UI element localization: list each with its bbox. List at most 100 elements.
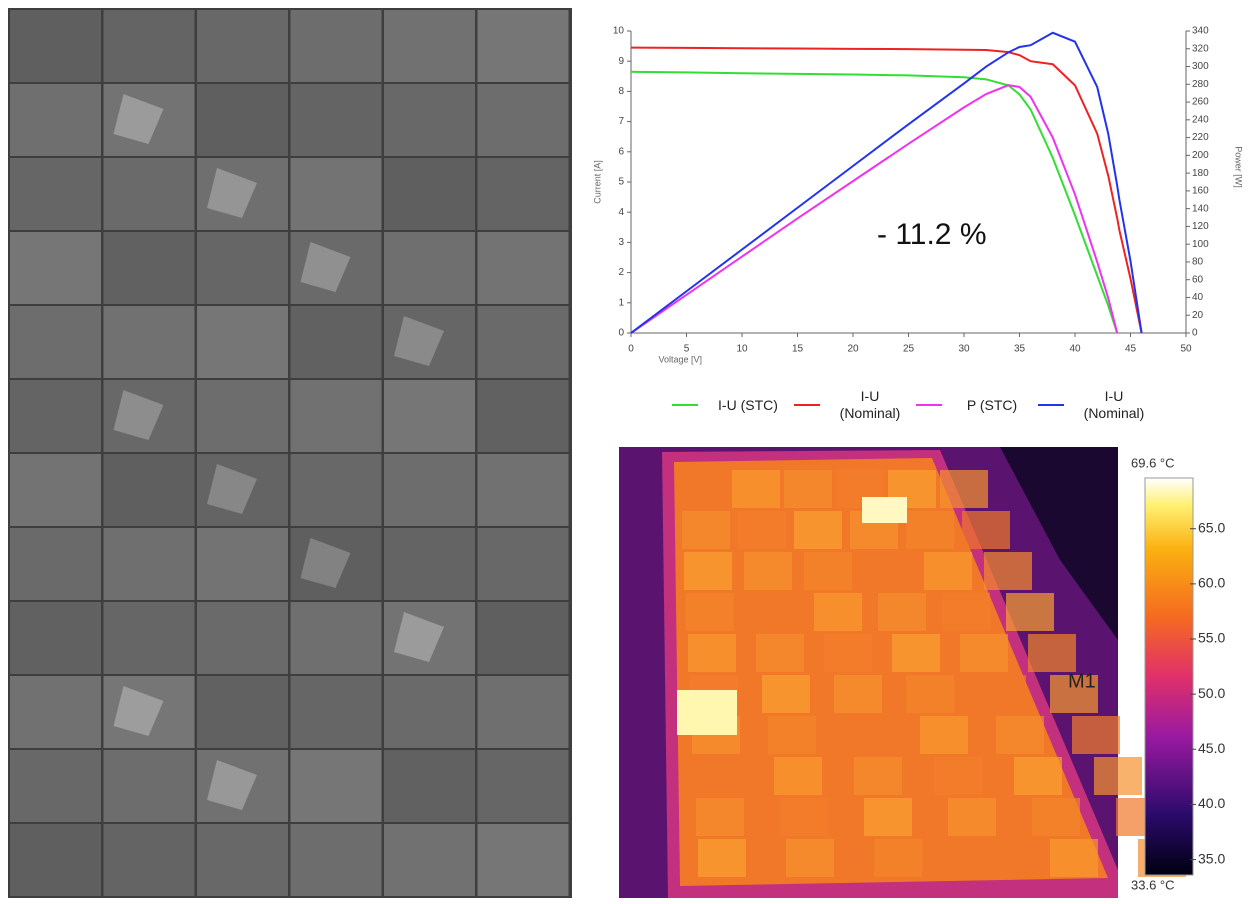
y-tick-label: 6 — [618, 146, 624, 157]
y-tick-label: 1 — [618, 297, 624, 308]
y2-tick-label: 80 — [1192, 257, 1204, 268]
series-line — [631, 85, 1117, 333]
x-tick-label: 15 — [792, 344, 804, 355]
x-tick-label: 30 — [958, 344, 970, 355]
y-tick-label: 8 — [618, 86, 624, 97]
hotspot — [677, 690, 737, 735]
y-tick-label: 4 — [618, 207, 624, 218]
y2-tick-label: 260 — [1192, 97, 1209, 108]
el-cell — [291, 750, 382, 822]
thermal-cell — [906, 675, 954, 713]
thermal-cell — [844, 716, 892, 754]
el-cell — [478, 528, 569, 600]
el-cell — [478, 380, 569, 452]
thermal-cell — [804, 552, 852, 590]
thermal-cell — [924, 552, 972, 590]
thermal-cell — [920, 716, 968, 754]
y2-tick-label: 40 — [1192, 292, 1204, 303]
y-tick-label: 2 — [618, 267, 624, 278]
el-cell — [10, 380, 101, 452]
el-cell — [478, 306, 569, 378]
thermal-cell — [762, 675, 810, 713]
x-tick-label: 35 — [1014, 344, 1026, 355]
legend-item: I-U (Nominal) — [794, 388, 916, 422]
el-cell — [197, 528, 288, 600]
series-line — [631, 72, 1117, 333]
thermal-cell — [686, 593, 734, 631]
legend-swatch — [1038, 404, 1064, 406]
el-cell — [384, 84, 475, 156]
thermal-cell — [774, 757, 822, 795]
y2-tick-label: 300 — [1192, 61, 1209, 72]
y2-axis-label: Power [W] — [1234, 146, 1244, 188]
el-cell — [291, 84, 382, 156]
measure-label: M1 — [1068, 670, 1096, 692]
el-cell — [197, 824, 288, 896]
legend-swatch — [672, 404, 698, 406]
thermal-cell — [794, 511, 842, 549]
el-cell — [10, 824, 101, 896]
thermal-cell — [942, 593, 990, 631]
thermal-cell — [996, 716, 1044, 754]
el-cell — [10, 750, 101, 822]
x-tick-label: 45 — [1125, 344, 1137, 355]
thermal-cell — [1094, 757, 1142, 795]
el-cell — [478, 232, 569, 304]
thermal-cell — [732, 470, 780, 508]
colorbar-tick-label: 40.0 — [1198, 795, 1225, 811]
thermal-cell — [854, 757, 902, 795]
colorbar-max: 69.6 °C — [1131, 455, 1175, 470]
el-cell — [384, 528, 475, 600]
thermal-cell — [694, 757, 742, 795]
el-cell — [10, 676, 101, 748]
el-cell — [10, 306, 101, 378]
thermal-cell — [962, 511, 1010, 549]
thermal-cell — [688, 634, 736, 672]
el-cell — [478, 158, 569, 230]
colorbar-min: 33.6 °C — [1131, 877, 1175, 892]
y2-tick-label: 180 — [1192, 168, 1209, 179]
y2-tick-label: 220 — [1192, 132, 1209, 143]
thermal-cell — [940, 470, 988, 508]
el-cell — [291, 10, 382, 82]
thermal-cell — [682, 511, 730, 549]
el-cell — [384, 824, 475, 896]
el-cell — [104, 824, 195, 896]
thermal-cell — [864, 552, 912, 590]
thermal-cell — [984, 552, 1032, 590]
thermal-cell — [750, 593, 798, 631]
x-tick-label: 40 — [1069, 344, 1081, 355]
el-cell — [104, 528, 195, 600]
legend-label: I-U (Nominal) — [1078, 388, 1150, 422]
el-cell — [10, 84, 101, 156]
el-cell — [291, 676, 382, 748]
thermal-cell — [878, 593, 926, 631]
el-cell — [197, 306, 288, 378]
el-cell — [10, 232, 101, 304]
colorbar-tick-label: 50.0 — [1198, 685, 1225, 701]
page: 0510152025303540455001234567891002040608… — [0, 0, 1250, 899]
el-cell — [104, 306, 195, 378]
colorbar — [1145, 478, 1193, 875]
y-tick-label: 9 — [618, 56, 624, 67]
y2-tick-label: 100 — [1192, 239, 1209, 250]
thermal-cell — [684, 552, 732, 590]
thermal-cell — [696, 798, 744, 836]
thermal-cell — [892, 634, 940, 672]
el-cell — [197, 380, 288, 452]
el-cell — [104, 602, 195, 674]
el-cell — [478, 84, 569, 156]
iv-chart: 0510152025303540455001234567891002040608… — [592, 26, 1243, 365]
x-tick-label: 5 — [684, 344, 690, 355]
y-tick-label: 7 — [618, 116, 624, 127]
el-cell — [10, 528, 101, 600]
legend-swatch — [794, 404, 820, 406]
y2-tick-label: 280 — [1192, 79, 1209, 90]
y-axis-label: Current [A] — [592, 160, 602, 204]
el-cell — [291, 306, 382, 378]
el-cell — [384, 380, 475, 452]
el-cell — [384, 10, 475, 82]
el-cell — [197, 84, 288, 156]
thermal-cell — [1006, 593, 1054, 631]
el-cell — [10, 454, 101, 526]
